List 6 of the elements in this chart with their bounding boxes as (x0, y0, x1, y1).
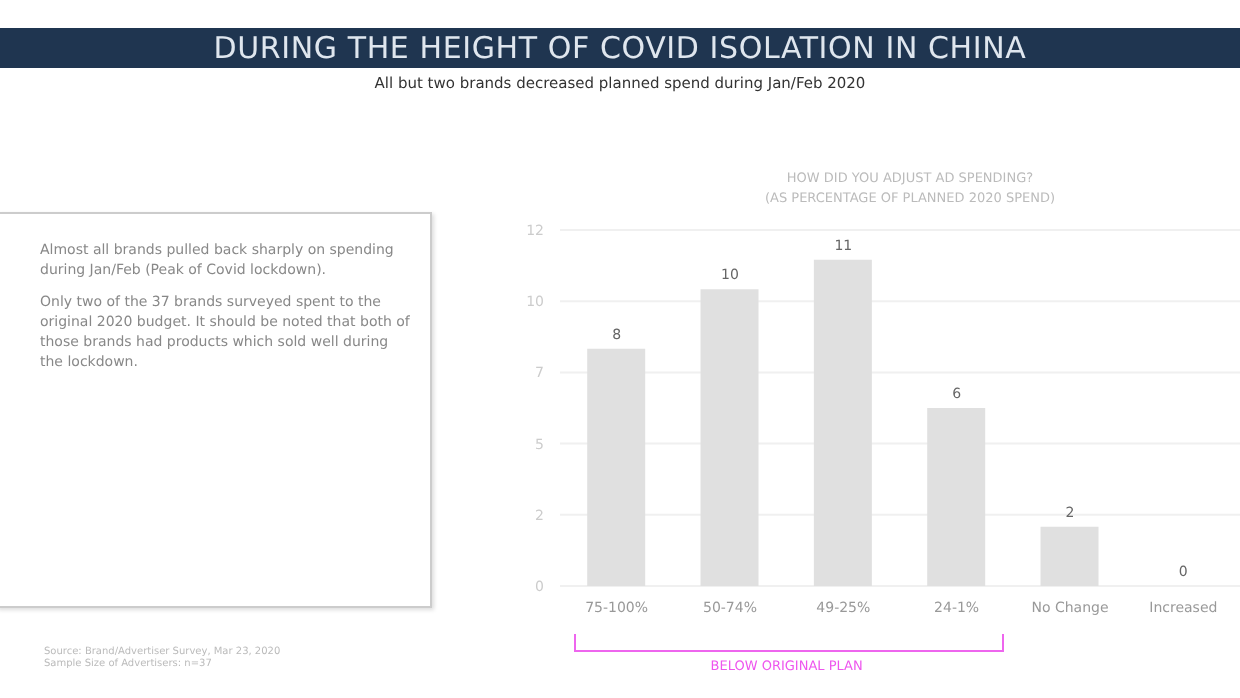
bar (587, 348, 646, 586)
bar (1040, 526, 1099, 586)
chart-title: DURING THE HEIGHT OF COVID ISOLATION IN CHINA (0, 28, 1240, 68)
bar (700, 289, 759, 586)
bar (927, 408, 986, 586)
bar (813, 259, 872, 586)
